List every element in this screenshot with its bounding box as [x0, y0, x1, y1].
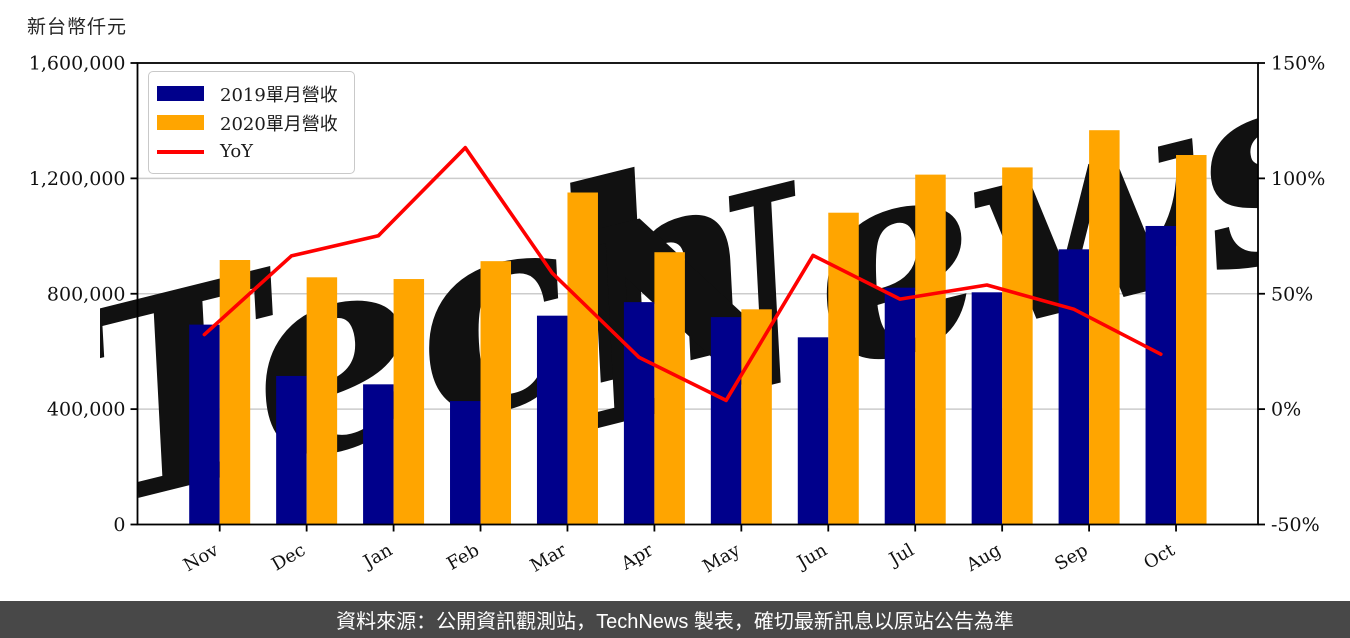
right-tick-label: 150% [1271, 53, 1325, 75]
bar-2019-Dec [276, 375, 307, 525]
legend-item-2019: 2019單月營收 [157, 79, 338, 108]
left-tick-label: 0 [113, 514, 125, 536]
legend-item-yoy: YoY [157, 137, 338, 166]
bar-2020-Dec [306, 277, 338, 525]
bar-2019-May [710, 317, 742, 525]
x-tick-label-Jun: Jun [792, 539, 831, 574]
bar-2020-Feb [480, 261, 512, 525]
yoy-line [202, 145, 1163, 403]
bar-2019-Oct [1145, 225, 1177, 525]
left-tick-label: 800,000 [47, 283, 126, 305]
chart-legend: 2019單月營收 2020單月營收 YoY [148, 71, 355, 174]
legend-swatch-2020 [157, 115, 204, 130]
bar-2019-Jun [797, 337, 829, 525]
left-tick-label: 1,600,000 [29, 53, 126, 75]
right-tick-label: 0% [1271, 399, 1301, 421]
bar-2020-Oct [1176, 155, 1207, 525]
x-tick-label-May: May [699, 539, 744, 577]
x-tick-label-Feb: Feb [443, 540, 483, 575]
bar-2020-Aug [1002, 167, 1033, 525]
x-tick-label-Jan: Jan [358, 539, 396, 573]
left-tick-label: 1,200,000 [29, 168, 126, 190]
bars-2019 [189, 225, 1177, 525]
bar-2019-Mar [536, 315, 568, 525]
bar-2019-Jul [884, 287, 916, 525]
legend-swatch-yoy [157, 149, 204, 154]
left-axis-unit-label: 新台幣仟元 [27, 16, 128, 38]
bar-2020-Mar [567, 192, 598, 525]
legend-label-yoy: YoY [220, 141, 254, 162]
bar-2020-May [741, 309, 772, 525]
source-footer: 資料來源：公開資訊觀測站，TechNews 製表，確切最新訊息以原站公告為準 [0, 601, 1350, 638]
bar-2020-Apr [654, 252, 685, 525]
x-tick-label-Oct: Oct [1140, 539, 1179, 574]
bar-2019-Apr [623, 302, 655, 525]
x-tick-label-Apr: Apr [617, 539, 657, 574]
x-tick-label-Dec: Dec [268, 540, 309, 576]
left-axis: 1,600,000 1,200,000 800,000 400,000 0 [29, 53, 138, 536]
x-axis: Nov Dec Jan Feb Mar Apr May Jun Jul Aug Sep Oct [180, 524, 1179, 578]
left-tick-label: 400,000 [47, 399, 126, 421]
legend-label-2019: 2019單月營收 [220, 84, 338, 106]
right-tick-label: -50% [1271, 514, 1320, 536]
legend-label-2020: 2020單月營收 [220, 113, 338, 135]
bar-2020-Jun [828, 212, 859, 525]
x-tick-label-Nov: Nov [180, 539, 223, 576]
bar-2019-Nov [189, 324, 220, 525]
bar-2020-Jan [393, 279, 425, 525]
right-tick-label: 50% [1271, 283, 1313, 305]
legend-swatch-2019 [157, 86, 204, 101]
bar-2019-Feb [450, 401, 481, 525]
legend-item-2020: 2020單月營收 [157, 108, 338, 137]
x-tick-label-Aug: Aug [962, 540, 1005, 577]
bar-2020-Jul [915, 174, 946, 525]
right-tick-label: 100% [1271, 168, 1325, 190]
bar-2020-Nov [219, 260, 251, 525]
bar-2019-Aug [971, 292, 1003, 525]
bar-2019-Sep [1058, 249, 1090, 525]
source-footer-text: 資料來源：公開資訊觀測站，TechNews 製表，確切最新訊息以原站公告為準 [336, 611, 1014, 633]
bar-2020-Sep [1089, 130, 1120, 525]
right-axis: 150% 100% 50% 0% -50% [1258, 53, 1325, 536]
bar-2019-Jan [363, 384, 394, 525]
bars-2020 [219, 130, 1207, 525]
x-tick-label-Jul: Jul [884, 540, 918, 572]
x-tick-label-Mar: Mar [527, 539, 571, 576]
revenue-yoy-chart: TechNews1,600,0001,200,000800,000400,000… [29, 42, 1326, 578]
x-tick-label-Sep: Sep [1051, 540, 1091, 575]
